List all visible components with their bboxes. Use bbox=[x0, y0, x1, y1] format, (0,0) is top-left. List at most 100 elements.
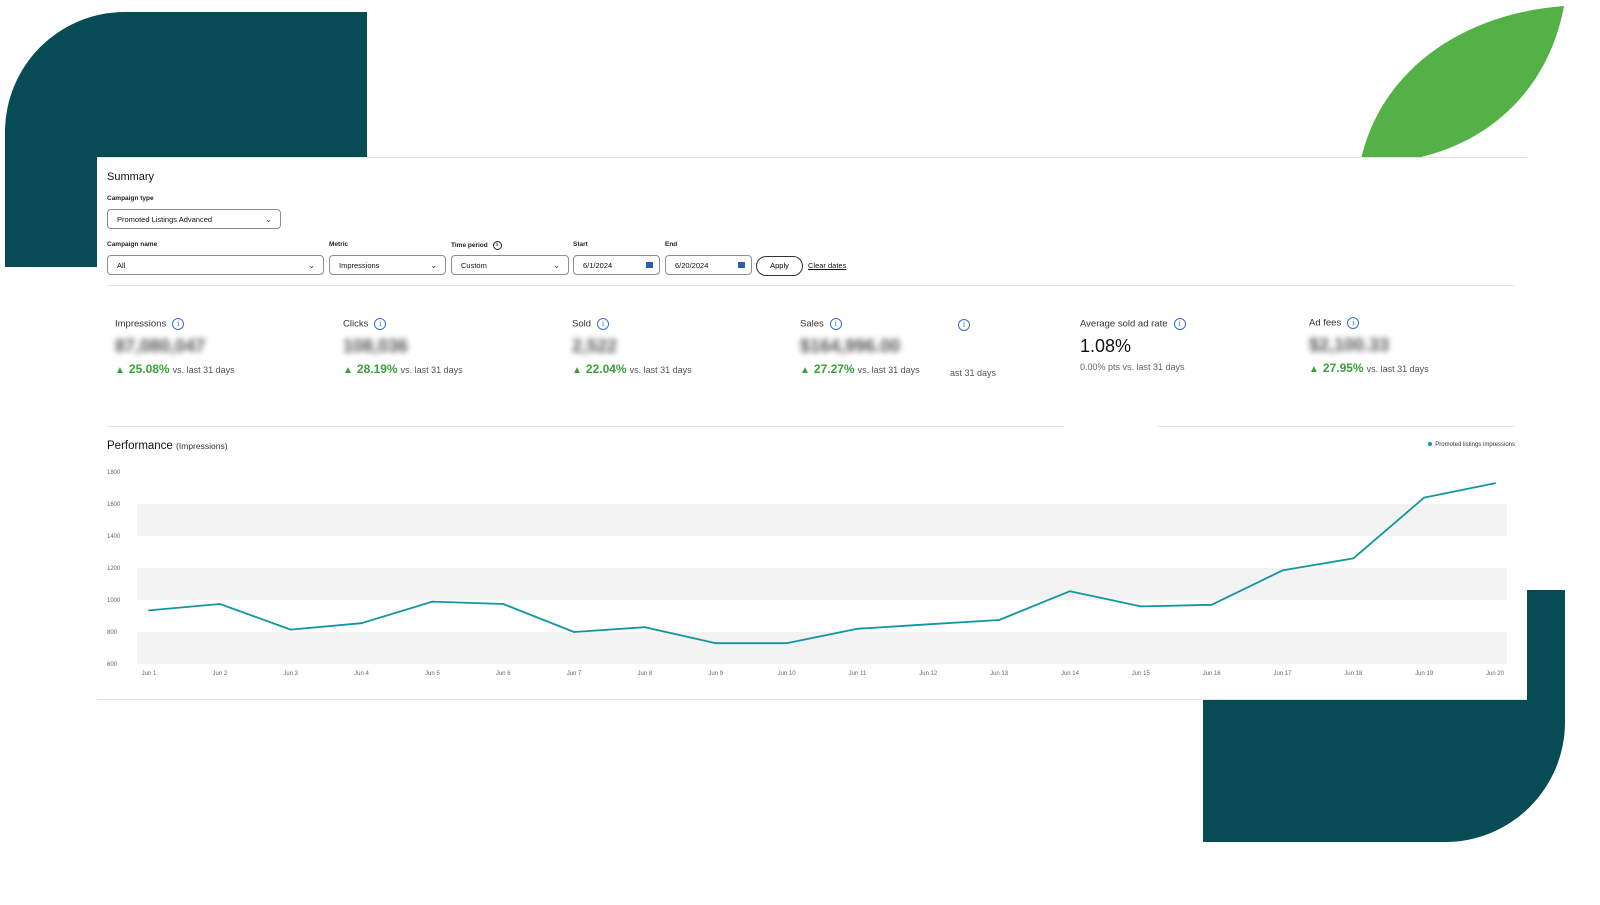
performance-line-chart: 600 800 1000 1200 1400 1600 1800 Jun 1 Jun 2 Jun … bbox=[107, 470, 1507, 677]
info-icon[interactable]: i bbox=[492, 241, 502, 250]
chart-legend: Promoted listings impressions bbox=[1428, 442, 1515, 448]
start-label: Start bbox=[573, 241, 588, 248]
metric-value: $164,996.00 bbox=[800, 336, 901, 356]
info-icon[interactable]: i bbox=[1173, 318, 1186, 330]
data-point bbox=[502, 603, 505, 605]
metric-change-suffix: vs. last 31 days bbox=[400, 365, 463, 375]
metric-value: $2,100.33 bbox=[1309, 335, 1390, 355]
x-tick-label: Jun 20 bbox=[1486, 671, 1505, 677]
campaign-type-label: Campaign type bbox=[107, 195, 154, 202]
x-tick-label: Jun 14 bbox=[1061, 671, 1080, 677]
metric-label: Sales bbox=[800, 318, 824, 330]
metric-value: 1.08% bbox=[1080, 336, 1132, 356]
start-date-input[interactable]: 6/1/2024 bbox=[573, 255, 660, 275]
performance-subtitle: (Impressions) bbox=[176, 441, 228, 451]
data-point bbox=[360, 622, 363, 625]
data-point bbox=[856, 627, 859, 630]
series-line bbox=[148, 482, 1496, 645]
metric-label: Average sold ad rate bbox=[1080, 318, 1168, 330]
data-point bbox=[643, 626, 646, 629]
data-point bbox=[998, 619, 1001, 621]
divider bbox=[107, 426, 1064, 427]
info-icon[interactable]: i bbox=[374, 318, 387, 330]
campaign-name-value: All bbox=[117, 261, 126, 270]
grid-band bbox=[137, 568, 1507, 600]
info-icon[interactable]: i bbox=[1347, 317, 1360, 329]
calendar-icon[interactable] bbox=[646, 262, 653, 268]
metric-label: Impressions bbox=[115, 318, 167, 330]
x-tick-label: Jun 8 bbox=[638, 671, 653, 677]
metric-note: 0.00% pts vs. last 31 days bbox=[1080, 362, 1185, 372]
campaign-type-select[interactable]: Promoted Listings Advanced ⌄ bbox=[107, 209, 281, 229]
end-date-input[interactable]: 6/20/2024 bbox=[665, 255, 752, 275]
metric-label: Sold bbox=[572, 318, 592, 330]
summary-card: Summary Campaign type Promoted Listings … bbox=[97, 157, 1527, 700]
legend-dot bbox=[1428, 442, 1433, 447]
x-tick-label: Jun 13 bbox=[990, 671, 1009, 677]
grid-band bbox=[137, 504, 1507, 536]
time-period-label: Time period i bbox=[451, 241, 502, 250]
x-tick-label: Jun 11 bbox=[849, 671, 867, 677]
metric-label: Clicks bbox=[343, 318, 369, 330]
data-point bbox=[218, 603, 221, 605]
arrow-up-icon: ▲ bbox=[1309, 364, 1319, 375]
x-tick-label: Jun 9 bbox=[708, 671, 723, 677]
y-tick-label: 800 bbox=[107, 630, 118, 636]
metric-change-suffix: vs. last 31 days bbox=[172, 365, 235, 375]
x-tick-label: Jun 4 bbox=[354, 671, 369, 677]
metric-value: 87,080,047 bbox=[115, 336, 206, 356]
metric-ad-fees: Ad fees i $2,100.33 ▲ 27.95% vs. last 31 da… bbox=[1309, 317, 1429, 375]
metric-select[interactable]: Impressions ⌄ bbox=[329, 255, 446, 275]
metric-change: 25.08% bbox=[128, 362, 170, 376]
stray-comparison-text: ast 31 days bbox=[950, 368, 997, 378]
clear-dates-link[interactable]: Clear dates bbox=[808, 261, 847, 270]
data-point bbox=[148, 609, 150, 612]
calendar-icon[interactable] bbox=[738, 262, 745, 268]
metric-change-suffix: vs. last 31 days bbox=[857, 365, 920, 375]
performance-title: Performance (Impressions) bbox=[107, 440, 228, 452]
metric-change-suffix: vs. last 31 days bbox=[1366, 364, 1429, 374]
x-tick-label: Jun 6 bbox=[496, 671, 511, 677]
arrow-up-icon: ▲ bbox=[800, 365, 810, 376]
divider bbox=[1157, 426, 1515, 427]
arrow-up-icon: ▲ bbox=[115, 365, 125, 376]
apply-button[interactable]: Apply bbox=[756, 256, 803, 276]
time-period-select[interactable]: Custom ⌄ bbox=[451, 255, 569, 275]
grid-band bbox=[137, 632, 1507, 664]
y-tick-label: 1800 bbox=[107, 470, 121, 476]
metric-change-suffix: vs. last 31 days bbox=[629, 365, 692, 375]
metric-impressions: Impressions i 87,080,047 ▲ 25.08% vs. last … bbox=[115, 318, 235, 376]
chevron-down-icon: ⌄ bbox=[553, 261, 560, 270]
x-tick-label: Jun 3 bbox=[283, 671, 298, 677]
x-tick-label: Jun 1 bbox=[142, 671, 157, 677]
x-tick-label: Jun 17 bbox=[1273, 671, 1292, 677]
metric-average-sold-ad-rate: Average sold ad rate i 1.08% 0.00% pts vs… bbox=[1080, 318, 1186, 372]
arrow-up-icon: ▲ bbox=[572, 365, 582, 376]
y-tick-label: 1200 bbox=[107, 566, 121, 572]
data-point bbox=[785, 642, 788, 645]
x-tick-label: Jun 5 bbox=[425, 671, 440, 677]
decorative-leaf-shape bbox=[1360, 6, 1564, 164]
metric-change: 28.19% bbox=[356, 362, 398, 376]
campaign-name-label: Campaign name bbox=[107, 241, 158, 248]
metric-change: 27.95% bbox=[1322, 361, 1364, 375]
campaign-name-select[interactable]: All ⌄ bbox=[107, 255, 324, 275]
info-icon[interactable]: i bbox=[958, 319, 970, 331]
end-label: End bbox=[665, 241, 678, 248]
data-point bbox=[1069, 590, 1071, 593]
legend-label: Promoted listings impressions bbox=[1435, 442, 1515, 448]
info-icon[interactable]: i bbox=[829, 318, 842, 330]
info-icon[interactable]: i bbox=[172, 318, 185, 330]
campaign-type-value: Promoted Listings Advanced bbox=[117, 215, 213, 224]
y-tick-label: 1600 bbox=[107, 502, 121, 508]
data-point bbox=[714, 642, 717, 645]
metric-change: 22.04% bbox=[585, 362, 627, 376]
data-point bbox=[1423, 496, 1426, 499]
start-date-value: 6/1/2024 bbox=[583, 261, 613, 270]
info-icon[interactable]: i bbox=[597, 318, 610, 330]
y-tick-label: 1000 bbox=[107, 598, 121, 604]
x-tick-label: Jun 18 bbox=[1344, 671, 1363, 677]
data-point bbox=[289, 628, 292, 631]
data-point bbox=[1139, 605, 1142, 608]
data-point bbox=[927, 623, 930, 626]
